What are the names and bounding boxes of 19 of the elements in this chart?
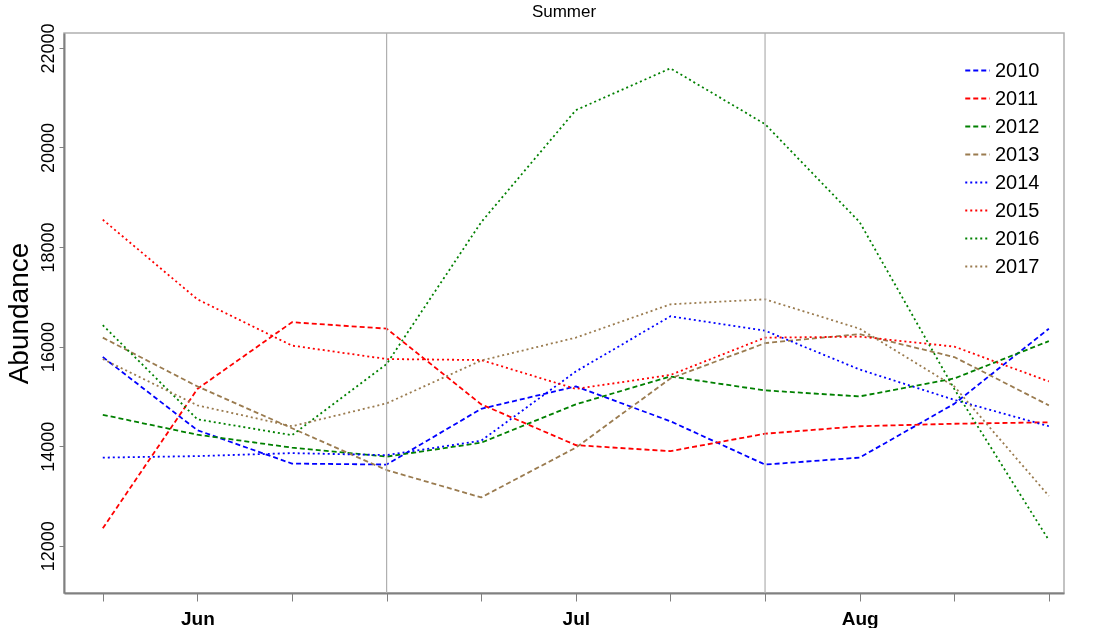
y-tick-label: 12000: [37, 521, 58, 572]
legend-label: 2015: [995, 198, 1040, 221]
legend-label: 2013: [995, 142, 1040, 165]
legend-label: 2012: [995, 114, 1040, 137]
x-tick-label: Jun: [181, 607, 215, 628]
x-tick-label: Aug: [841, 607, 879, 628]
y-tick-label: 22000: [37, 23, 58, 74]
y-tick-label: 16000: [37, 322, 58, 373]
y-axis-title: Abundance: [2, 242, 34, 385]
legend-label: 2017: [995, 254, 1040, 277]
y-tick-label: 14000: [37, 421, 58, 472]
y-tick-label: 20000: [37, 122, 58, 174]
legend-label: 2016: [995, 226, 1040, 249]
x-tick-label: Jul: [562, 607, 591, 628]
legend-label: 2010: [995, 58, 1040, 81]
chart-title: Summer: [531, 1, 597, 21]
y-tick-label: 18000: [37, 222, 58, 273]
legend-label: 2014: [995, 170, 1040, 193]
legend-label: 2011: [995, 86, 1039, 109]
